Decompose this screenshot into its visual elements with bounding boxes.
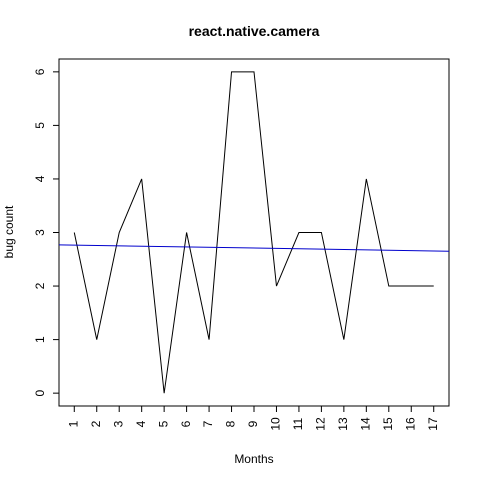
x-tick-label: 4 — [134, 420, 148, 427]
x-tick-label: 15 — [381, 417, 395, 431]
chart-title: react.native.camera — [189, 23, 320, 39]
y-axis: 0 1 2 3 4 5 6 — [33, 68, 60, 396]
x-tick-label: 5 — [156, 420, 170, 427]
y-tick-label: 6 — [33, 68, 47, 75]
bug-count-line — [73, 71, 434, 394]
x-tick-label: 7 — [201, 420, 215, 427]
y-axis-label: bug count — [2, 205, 16, 258]
y-tick-label: 3 — [33, 229, 47, 236]
x-tick-label: 11 — [291, 417, 305, 430]
y-tick-label: 5 — [33, 122, 47, 129]
x-tick-label: 16 — [403, 417, 417, 431]
x-tick-label: 6 — [179, 420, 193, 427]
x-tick-label: 10 — [269, 417, 283, 431]
x-tick-label: 3 — [111, 420, 125, 427]
x-axis: 1 2 3 4 5 6 7 8 9 10 11 12 13 14 15 16 17 — [66, 405, 440, 431]
x-tick-label: 8 — [224, 420, 238, 427]
series-layer — [58, 71, 450, 394]
x-tick-label: 17 — [426, 417, 440, 431]
trend-line — [58, 244, 450, 252]
plot-frame — [58, 58, 450, 407]
x-tick-label: 12 — [314, 417, 328, 431]
x-axis-label: Months — [234, 452, 273, 466]
x-tick-label: 9 — [246, 420, 260, 427]
x-tick-label: 13 — [336, 417, 350, 431]
x-tick-label: 14 — [358, 417, 372, 431]
y-tick-label: 1 — [33, 336, 47, 343]
x-tick-label: 2 — [89, 420, 103, 427]
y-tick-label: 0 — [33, 389, 47, 396]
y-tick-label: 2 — [33, 282, 47, 289]
y-tick-label: 4 — [33, 175, 47, 182]
x-tick-label: 1 — [66, 420, 80, 427]
